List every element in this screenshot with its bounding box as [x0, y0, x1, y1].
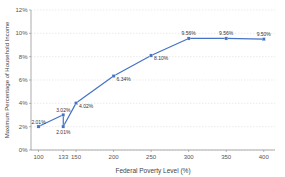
data-label: 2.01% [56, 129, 71, 135]
marker [112, 74, 115, 77]
y-tick-label: 6% [19, 77, 28, 83]
x-tick-label: 200 [109, 154, 120, 160]
grid-line [31, 150, 275, 151]
grid-line [31, 33, 275, 34]
x-tick-label: 250 [146, 154, 157, 160]
marker [37, 125, 40, 128]
data-label: 3.02% [56, 107, 71, 113]
grid-line [31, 56, 275, 57]
marker [62, 125, 65, 128]
x-tick-label: 350 [221, 154, 232, 160]
marker [74, 102, 77, 105]
marker [187, 37, 190, 40]
data-label: 2.01% [31, 119, 46, 125]
x-axis-title: Federal Poverty Level (%) [115, 167, 190, 175]
y-tick-label: 4% [19, 100, 28, 106]
marker [225, 37, 228, 40]
y-axis-title: Maximum Percentage of Household Income [4, 21, 10, 138]
y-tick-label: 8% [19, 54, 28, 60]
y-tick-label: 2% [19, 124, 28, 130]
y-tick-label: 12% [15, 7, 28, 13]
chart: 0% 2% 4% 6% 8% 10% 12% 100 133150 200 250 300 350 400… [0, 0, 285, 177]
line [39, 38, 264, 126]
y-axis [31, 10, 32, 150]
grid-line [31, 126, 275, 127]
grid-line [31, 103, 275, 104]
x-tick-label: 100 [33, 154, 44, 160]
data-label: 4.02% [79, 103, 94, 109]
data-label: 9.56% [182, 30, 197, 36]
grid-line [31, 80, 275, 81]
y-tick-label: 10% [15, 30, 28, 36]
data-label: 9.56% [219, 30, 234, 36]
grid-line [31, 10, 275, 11]
y-tick-label: 0% [19, 147, 28, 153]
marker [62, 113, 65, 116]
plot-area [37, 37, 265, 128]
data-label: 8.10% [154, 55, 169, 61]
x-tick-label: 300 [184, 154, 195, 160]
x-tick-label: 133 [58, 154, 69, 160]
x-axis [31, 150, 275, 151]
marker [150, 54, 153, 57]
data-label: 6.34% [117, 76, 132, 82]
data-label: 9.50% [257, 31, 272, 37]
x-tick-label: 400 [259, 154, 270, 160]
marker [262, 38, 265, 41]
x-tick-label: 150 [71, 154, 82, 160]
